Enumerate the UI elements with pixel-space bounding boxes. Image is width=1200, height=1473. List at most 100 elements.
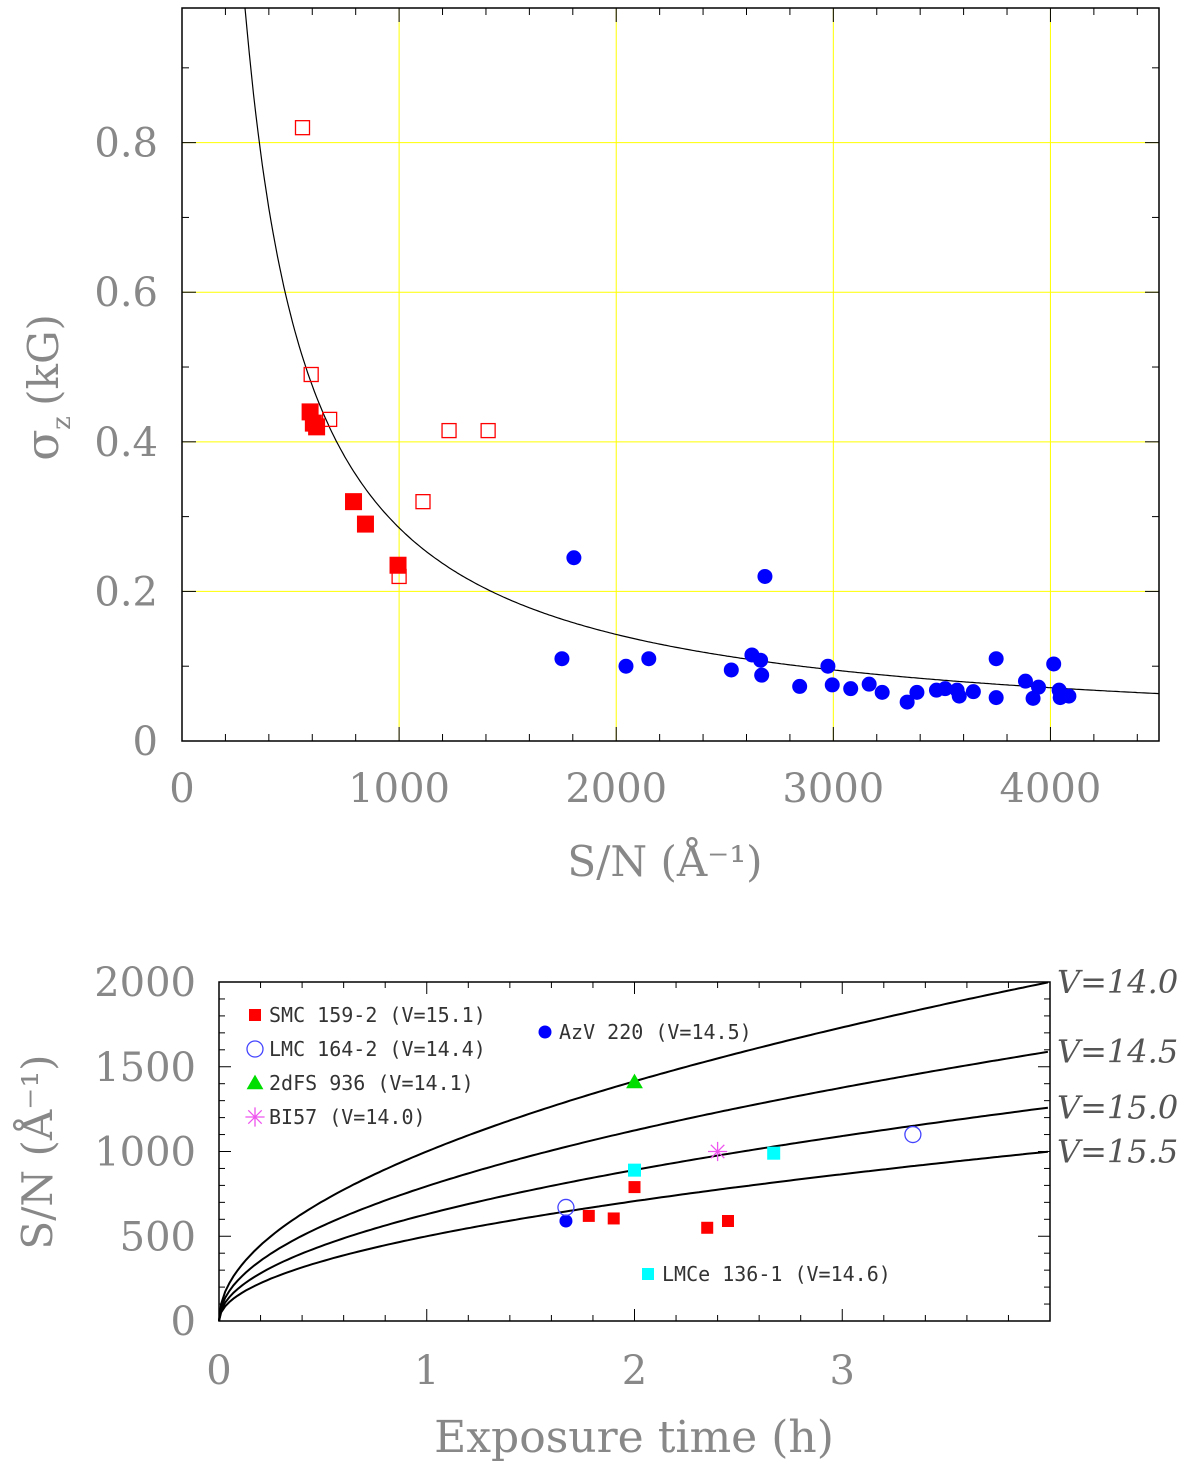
legend-marker <box>246 1074 264 1090</box>
legend-label: LMCe 136-1 (V=14.6) <box>662 1262 891 1286</box>
data-point <box>1025 690 1041 706</box>
legend-marker <box>642 1268 654 1280</box>
curve-label: V=15.0 <box>1057 1088 1178 1126</box>
sn-vs-exposure-chart: V=14.0 V=14.5 V=15.0 V=15.5 SMC 159-2 (V=15… <box>12 960 1178 1463</box>
y-tick-label: 0 <box>133 719 158 765</box>
y-tick-label: 0.6 <box>94 270 158 316</box>
data-points-1 <box>294 120 1077 710</box>
x-tick-label: 4000 <box>1000 766 1102 812</box>
plot-area-2 <box>219 982 1050 1321</box>
data-point <box>721 1214 734 1227</box>
data-point <box>628 1181 641 1194</box>
data-points-2 <box>557 1073 922 1234</box>
data-point <box>965 684 981 700</box>
legend-marker <box>245 1107 265 1127</box>
y-tick-label: 0.2 <box>94 569 158 615</box>
y-tick-label: 0.8 <box>94 121 158 167</box>
data-point <box>345 493 363 511</box>
data-point <box>559 1214 573 1228</box>
data-point <box>1046 656 1062 672</box>
data-point <box>951 688 967 704</box>
y-tick-label: 1000 <box>94 1130 196 1176</box>
data-point <box>1017 673 1033 689</box>
x-tick-label: 0 <box>169 766 194 812</box>
curve-labels: V=14.0 V=14.5 V=15.0 V=15.5 <box>1057 963 1178 1171</box>
data-point <box>723 662 739 678</box>
data-point <box>988 690 1004 706</box>
legend-marker <box>246 1040 264 1058</box>
y-axis-title-2: S/N (Å⁻¹) <box>12 1054 62 1249</box>
legend-label: BI57 (V=14.0) <box>269 1105 426 1129</box>
legend-label: 2dFS 936 (V=14.1) <box>269 1071 474 1095</box>
data-point <box>1061 688 1077 704</box>
y-tick-label: 0.4 <box>94 420 158 466</box>
legend-label: AzV 220 (V=14.5) <box>559 1020 752 1044</box>
data-point <box>988 651 1004 667</box>
data-point <box>767 1146 781 1160</box>
data-point <box>441 422 457 439</box>
data-point <box>820 658 836 674</box>
ticks-1 <box>181 8 1159 742</box>
fit-curve <box>244 7 1160 695</box>
data-point <box>554 651 570 667</box>
data-point <box>1031 679 1047 695</box>
data-point <box>557 1198 575 1217</box>
data-point <box>480 422 496 439</box>
y-axis-title-subscript: z <box>47 416 77 430</box>
data-point <box>824 677 840 693</box>
data-point <box>566 550 582 566</box>
y-tick-label: 2000 <box>94 960 196 1006</box>
x-tick-label: 2000 <box>565 766 667 812</box>
data-point <box>308 418 326 436</box>
data-point <box>701 1221 714 1234</box>
y-axis-title-1: σ z (kG) <box>15 314 77 461</box>
data-point <box>904 1125 922 1144</box>
data-point <box>843 681 859 697</box>
data-point <box>909 684 925 700</box>
data-point <box>628 1163 641 1177</box>
curve-label: V=15.5 <box>1057 1133 1178 1171</box>
data-point <box>303 366 319 383</box>
plot-frame-1 <box>181 7 1160 742</box>
y-tick-label: 1500 <box>94 1045 196 1091</box>
x-tick-label: 2 <box>622 1348 647 1394</box>
x-axis-title-1: S/N (Å⁻¹) <box>567 836 762 886</box>
y-tick-label: 500 <box>120 1214 196 1260</box>
data-point <box>861 676 877 692</box>
data-point <box>607 1212 620 1225</box>
x-tick-label: 0 <box>206 1348 231 1394</box>
tick-labels-2: 0 1 2 3 0 500 1000 1500 2000 <box>94 960 855 1394</box>
plot-area-1 <box>182 8 1159 741</box>
data-point <box>899 694 915 710</box>
data-point <box>618 658 634 674</box>
sigma-vs-sn-chart: 0 1000 2000 3000 4000 0 0.2 0.4 0.6 0.8 S/N (Å⁻¹)… <box>15 7 1160 886</box>
data-point <box>356 515 374 533</box>
data-point <box>754 667 770 683</box>
x-tick-label: 3000 <box>782 766 884 812</box>
x-tick-label: 1 <box>414 1348 439 1394</box>
x-tick-label: 1000 <box>348 766 450 812</box>
data-point <box>626 1073 643 1089</box>
x-axis-title-2: Exposure time (h) <box>434 1412 834 1463</box>
data-point <box>708 1141 728 1162</box>
legend-marker <box>538 1025 552 1039</box>
legend-marker <box>249 1009 261 1021</box>
y-axis-title-symbol: σ <box>15 429 69 460</box>
y-axis-title-unit: (kG) <box>19 314 68 406</box>
grid-1 <box>182 8 1159 741</box>
legend-label: LMC 164-2 (V=14.4) <box>269 1037 486 1061</box>
data-point <box>641 651 657 667</box>
data-point <box>874 684 890 700</box>
sn-curve <box>218 1150 1048 1322</box>
x-tick-label: 3 <box>830 1348 855 1394</box>
curve-label: V=14.0 <box>1057 963 1178 1001</box>
curve-label: V=14.5 <box>1057 1032 1178 1070</box>
data-point <box>389 556 407 574</box>
plot-frame-2 <box>218 981 1051 1322</box>
data-point <box>582 1209 595 1222</box>
sn-curve <box>218 1050 1049 1322</box>
legend-label: SMC 159-2 (V=15.1) <box>269 1003 486 1027</box>
data-point <box>757 568 773 584</box>
data-point <box>753 652 769 668</box>
